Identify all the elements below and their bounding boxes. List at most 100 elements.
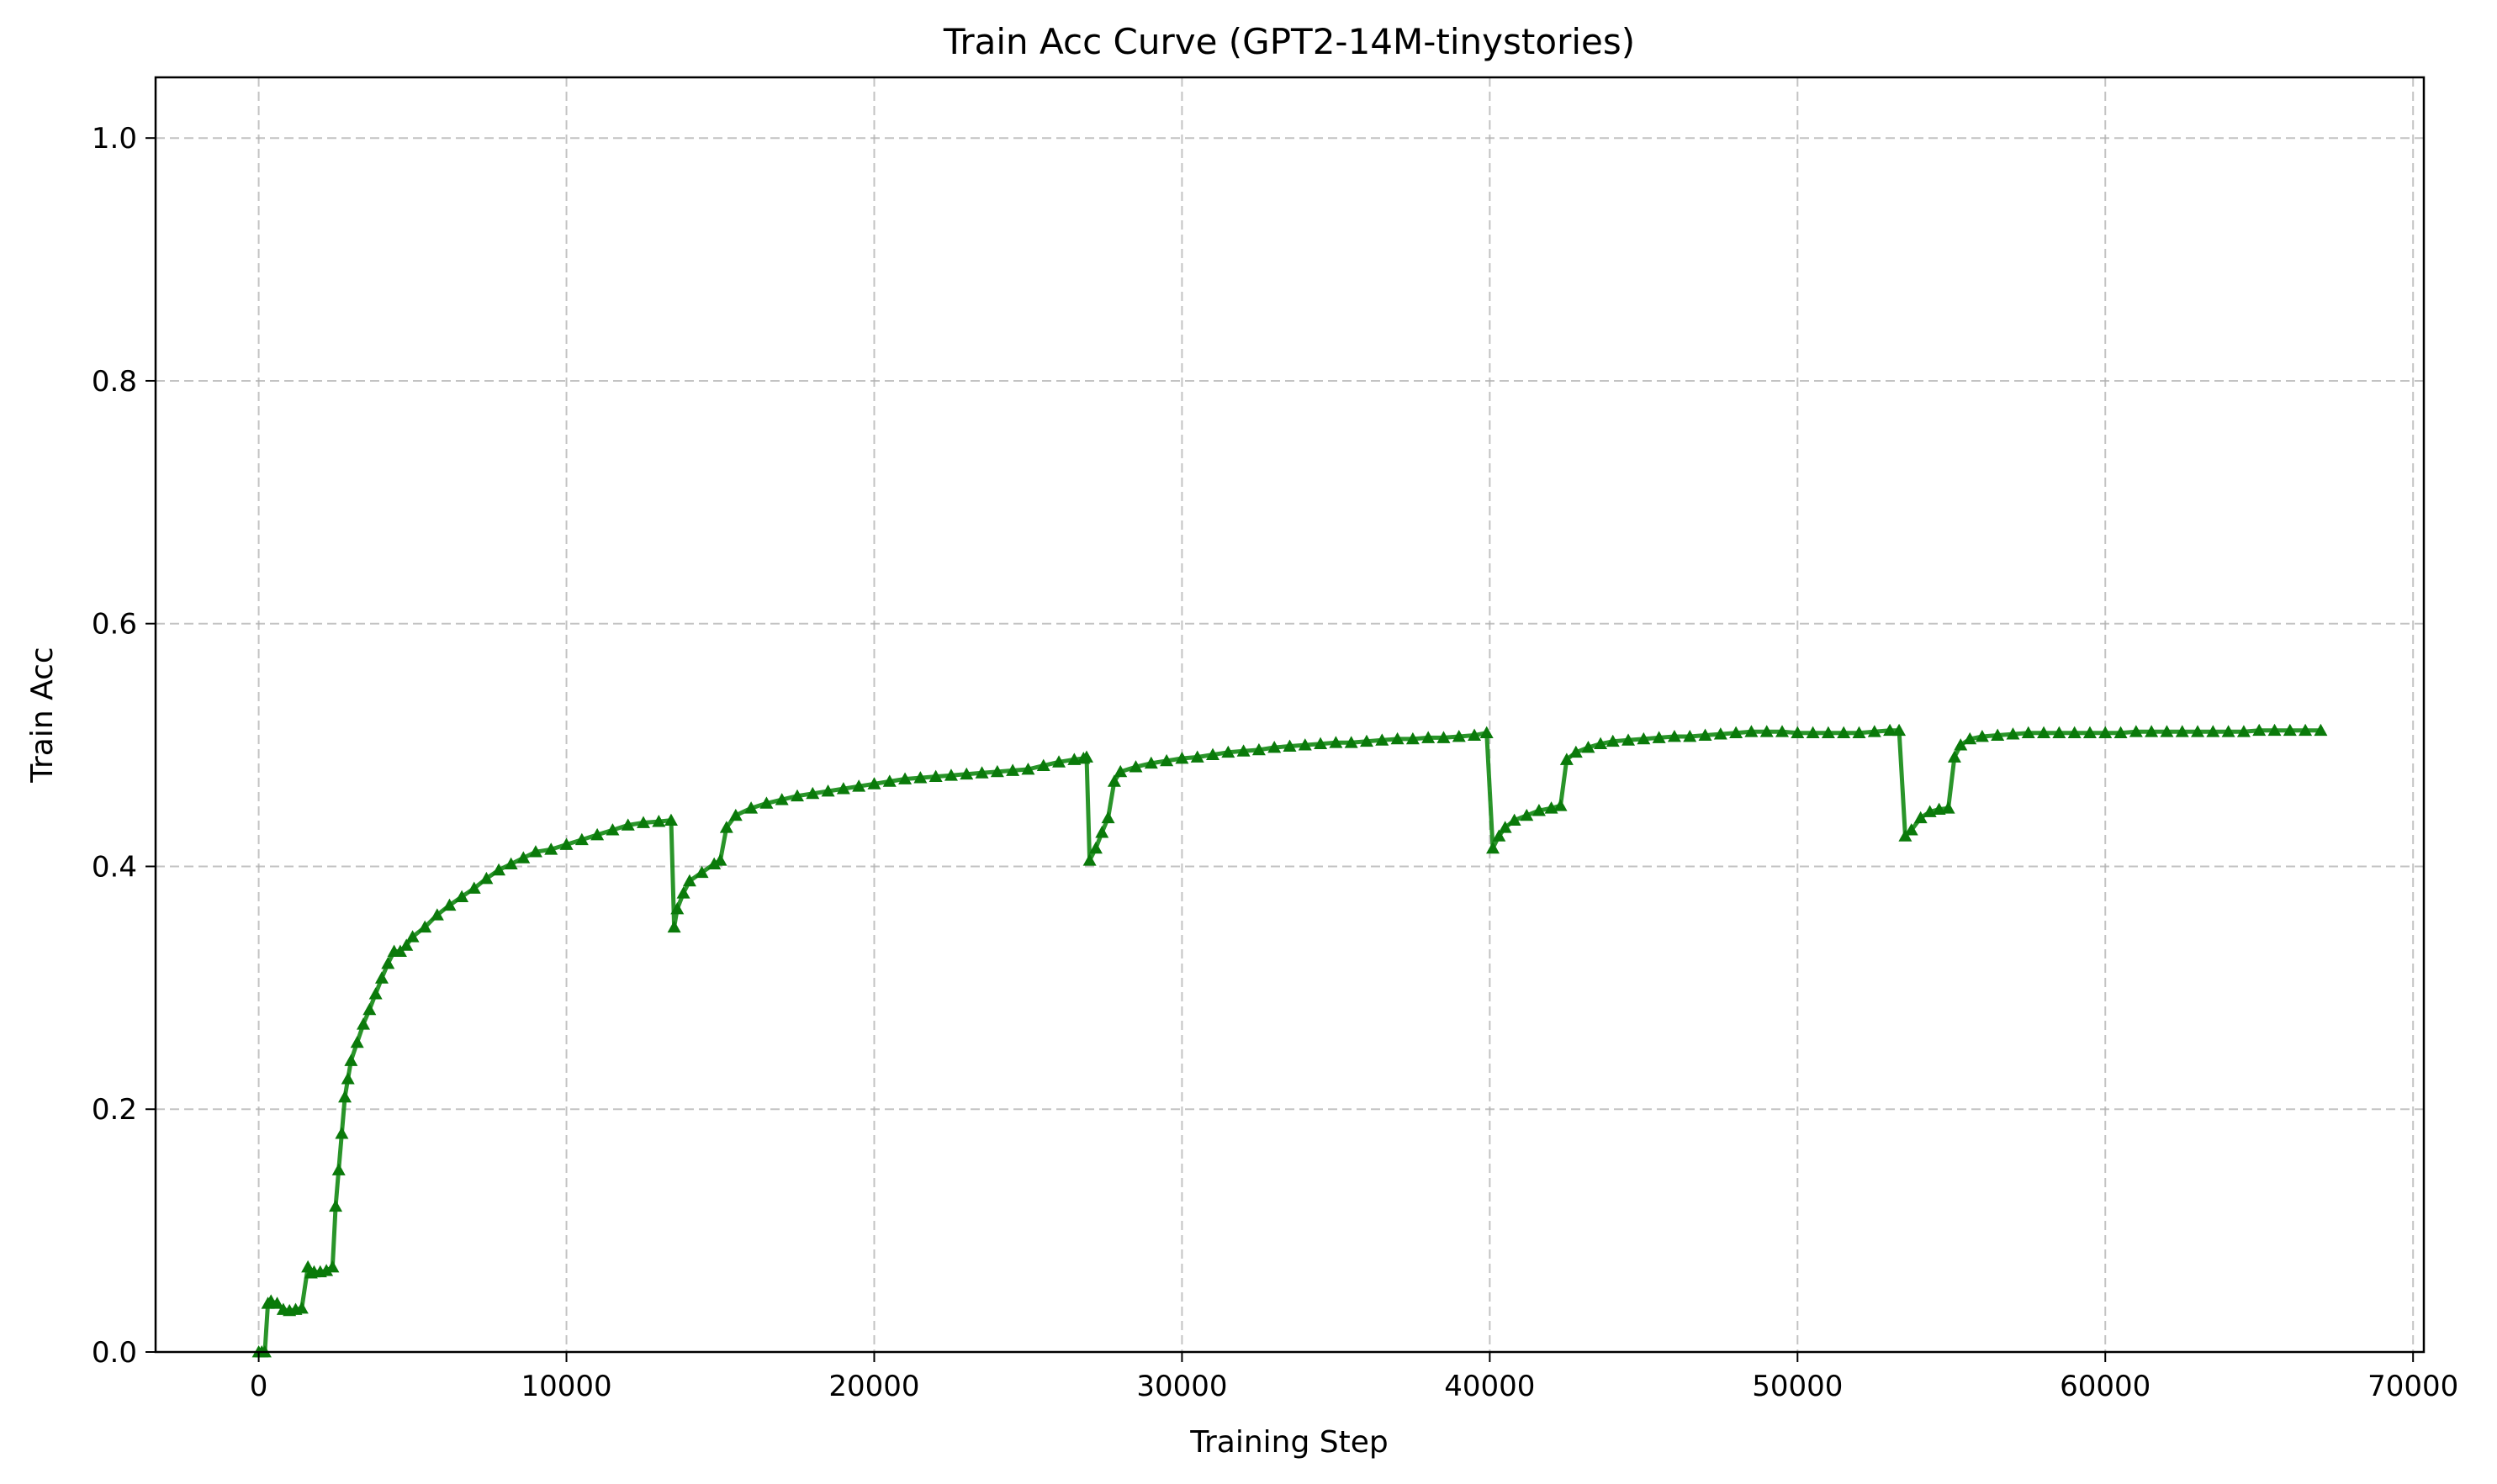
data-point	[744, 801, 759, 814]
data-point	[270, 1297, 284, 1309]
data-point	[637, 816, 651, 828]
data-point	[479, 871, 494, 885]
data-point	[1359, 734, 1373, 747]
data-point	[374, 971, 389, 984]
data-point	[1947, 750, 1961, 763]
data-point	[898, 772, 913, 784]
data-point	[335, 1127, 349, 1139]
data-point	[913, 771, 928, 784]
data-point	[1559, 753, 1574, 765]
data-point	[1344, 736, 1358, 748]
data-point	[357, 1017, 371, 1030]
axis-ticks: 0 10000 20000 30000 40000 50000 60000 70000 0.0 0…	[92, 122, 2458, 1403]
x-tick-label: 60000	[2060, 1370, 2150, 1403]
data-point	[467, 881, 481, 894]
data-point	[528, 845, 542, 858]
data-point	[882, 774, 897, 787]
data-point	[1436, 731, 1451, 743]
data-point	[341, 1072, 355, 1085]
data-point	[442, 898, 457, 911]
data-point	[867, 777, 881, 790]
data-point	[2299, 723, 2313, 737]
data-point	[1532, 804, 1546, 816]
data-point	[1144, 756, 1158, 769]
data-point	[1581, 740, 1595, 753]
data-point	[344, 1054, 358, 1066]
data-point	[504, 857, 518, 869]
x-tick-label: 10000	[521, 1370, 611, 1403]
data-point	[1932, 802, 1946, 816]
data-point	[2129, 725, 2143, 737]
data-point	[2206, 725, 2220, 737]
data-point	[559, 837, 574, 850]
data-point	[574, 832, 589, 846]
data-point	[664, 813, 678, 826]
data-point	[2082, 726, 2097, 739]
data-point	[2221, 725, 2235, 737]
data-point	[621, 818, 635, 831]
data-point	[806, 786, 820, 800]
data-point	[1206, 747, 1220, 761]
data-point	[1892, 723, 1907, 737]
data-point	[1221, 745, 1235, 758]
data-point	[1390, 731, 1405, 745]
data-point	[1236, 744, 1251, 757]
data-point	[1267, 740, 1282, 753]
data-point	[1898, 829, 1912, 842]
data-point	[1867, 725, 1881, 737]
data-point	[331, 1163, 346, 1175]
data-point	[418, 920, 432, 933]
data-point	[2113, 726, 2128, 739]
y-tick-label: 0.2	[92, 1093, 137, 1127]
data-point	[790, 789, 804, 802]
data-point	[1713, 727, 1727, 740]
data-point	[1837, 726, 1851, 739]
data-point	[544, 842, 558, 855]
data-point	[516, 851, 531, 863]
data-point	[944, 768, 958, 781]
data-point	[1251, 742, 1266, 756]
data-point	[1052, 755, 1066, 768]
x-tick-label: 70000	[2367, 1370, 2458, 1403]
data-point	[1806, 726, 1820, 739]
data-point	[852, 779, 866, 792]
data-point	[1594, 737, 1608, 750]
data-point	[2160, 725, 2174, 737]
data-point	[1498, 821, 1512, 833]
data-point	[2067, 726, 2082, 739]
data-point	[2283, 723, 2297, 737]
data-point	[1683, 729, 1697, 742]
data-point	[670, 902, 685, 915]
data-point	[960, 767, 974, 780]
data-point	[2098, 726, 2113, 739]
data-point	[728, 808, 743, 821]
data-point	[1021, 762, 1035, 775]
data-point	[1160, 753, 1174, 767]
data-point	[362, 1002, 377, 1016]
data-point	[1775, 725, 1790, 737]
x-tick-label: 30000	[1136, 1370, 1227, 1403]
data-point	[405, 930, 420, 943]
data-point	[381, 956, 395, 969]
y-tick-label: 1.0	[92, 122, 137, 156]
data-point	[606, 823, 620, 836]
data-point	[1190, 750, 1204, 763]
y-tick-label: 0.4	[92, 850, 137, 884]
data-point	[393, 944, 407, 957]
data-point	[667, 920, 681, 933]
data-point	[928, 769, 943, 783]
data-point	[1729, 726, 1743, 739]
data-point	[1452, 729, 1466, 742]
data-point	[1759, 725, 1774, 737]
data-point	[1079, 750, 1093, 763]
data-point	[1637, 731, 1651, 745]
x-tick-label: 50000	[1752, 1370, 1843, 1403]
data-point	[2236, 725, 2251, 737]
data-point	[2314, 723, 2328, 737]
chart-title: Train Acc Curve (GPT2-14M-tinystories)	[943, 21, 1635, 62]
data-point	[1486, 841, 1500, 854]
data-point	[1375, 733, 1389, 746]
data-point	[1667, 729, 1681, 742]
data-point	[1479, 726, 1494, 739]
